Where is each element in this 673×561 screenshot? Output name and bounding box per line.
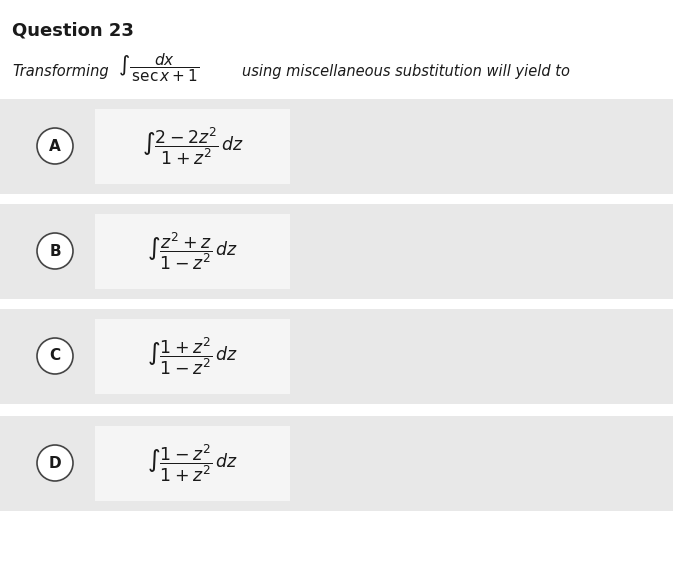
Text: $\int \dfrac{1 - z^2}{1 + z^2}\,dz$: $\int \dfrac{1 - z^2}{1 + z^2}\,dz$ <box>147 442 238 484</box>
Text: D: D <box>48 456 61 471</box>
FancyBboxPatch shape <box>95 319 290 393</box>
Circle shape <box>37 233 73 269</box>
Text: C: C <box>49 348 61 364</box>
Circle shape <box>37 338 73 374</box>
Text: B: B <box>49 243 61 259</box>
Text: $\int \dfrac{1 + z^2}{1 - z^2}\,dz$: $\int \dfrac{1 + z^2}{1 - z^2}\,dz$ <box>147 335 238 377</box>
Text: Transforming: Transforming <box>12 63 108 79</box>
FancyBboxPatch shape <box>0 309 673 403</box>
Text: $\int \dfrac{2 - 2z^2}{1 + z^2}\,dz$: $\int \dfrac{2 - 2z^2}{1 + z^2}\,dz$ <box>141 125 244 167</box>
Text: $\int \dfrac{z^2 + z}{1 - z^2}\,dz$: $\int \dfrac{z^2 + z}{1 - z^2}\,dz$ <box>147 230 238 272</box>
FancyBboxPatch shape <box>95 108 290 183</box>
FancyBboxPatch shape <box>0 416 673 511</box>
FancyBboxPatch shape <box>95 214 290 288</box>
Text: Question 23: Question 23 <box>12 21 134 39</box>
FancyBboxPatch shape <box>95 425 290 500</box>
FancyBboxPatch shape <box>0 99 673 194</box>
Circle shape <box>37 128 73 164</box>
FancyBboxPatch shape <box>0 204 673 298</box>
Text: using miscellaneous substitution will yield to: using miscellaneous substitution will yi… <box>242 63 570 79</box>
Circle shape <box>37 445 73 481</box>
Text: $\int \dfrac{dx}{\,\mathrm{sec}\,x + 1}$: $\int \dfrac{dx}{\,\mathrm{sec}\,x + 1}$ <box>118 52 199 84</box>
Text: A: A <box>49 139 61 154</box>
